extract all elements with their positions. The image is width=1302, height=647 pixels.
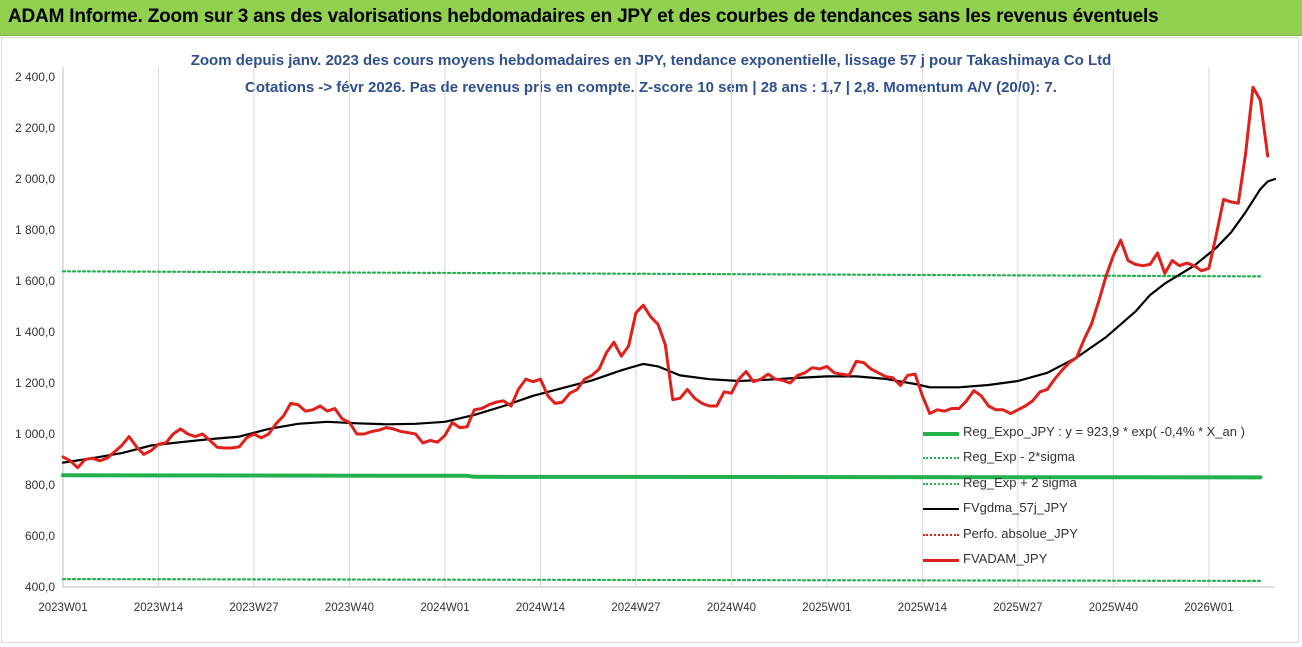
y-tick-label: 1 800,0 [15,223,55,237]
y-tick-label: 1 200,0 [15,376,55,390]
legend-item: FVADAM_JPY [923,551,1223,576]
series-line-1 [61,578,1262,582]
legend-item: Reg_Exp - 2*sigma [923,449,1223,474]
legend-swatch [923,482,959,485]
y-tick-label: 400,0 [25,580,55,594]
legend-swatch [923,533,959,536]
x-tick-label: 2024W40 [707,602,756,614]
legend-swatch [923,508,959,511]
legend-label: Reg_Exp - 2*sigma [963,449,1075,465]
x-tick-label: 2024W14 [516,602,566,614]
series-line-2 [61,270,1262,278]
y-tick-label: 800,0 [25,478,55,492]
series-line-3 [61,177,1277,464]
x-tick-label: 2023W27 [229,602,278,614]
x-tick-label: 2025W01 [802,602,851,614]
series-line-0 [61,473,1263,480]
y-tick-label: 2 000,0 [15,172,55,186]
series-line-5 [61,85,1270,470]
legend-label: Reg_Expo_JPY : y = 923,9 * exp( -0,4% * … [963,424,1245,439]
chart-subtitle: Cotations -> févr 2026. Pas de revenus p… [245,79,1057,96]
legend-label: FVgdma_57j_JPY [963,500,1068,516]
x-tick-label: 2026W01 [1184,602,1233,614]
legend-label: FVADAM_JPY [963,550,1048,566]
x-tick-label: 2024W27 [611,602,660,614]
chart-legend: Reg_Expo_JPY : y = 923,9 * exp( -0,4% * … [923,424,1245,576]
legend-swatch [923,457,959,460]
x-tick-label: 2024W01 [420,602,469,614]
y-tick-label: 2 200,0 [15,121,55,135]
x-tick-label: 2023W01 [38,602,87,614]
report-title: ADAM Informe. Zoom sur 3 ans des valoris… [8,6,1159,27]
x-tick-label: 2025W27 [993,602,1042,614]
chart-frame [1,37,1299,643]
legend-item: FVgdma_57j_JPY [923,500,1223,525]
x-tick-label: 2025W40 [1089,602,1138,614]
y-tick-label: 2 400,0 [15,70,55,84]
legend-label: Perfo. absolue_JPY [963,525,1078,541]
legend-swatch [923,558,959,562]
legend-item: Perfo. absolue_JPY [923,526,1223,551]
x-tick-label: 2023W40 [325,602,374,614]
chart-title: Zoom depuis janv. 2023 des cours moyens … [190,52,1112,69]
legend-swatch [923,432,959,436]
legend-label: Reg_Exp + 2 sigma [963,474,1077,490]
x-tick-label: 2023W14 [134,602,184,614]
y-tick-label: 1 400,0 [15,325,55,339]
y-tick-label: 1 600,0 [15,274,55,288]
report-banner: ADAM Informe. Zoom sur 3 ans des valoris… [0,0,1302,36]
y-tick-label: 1 000,0 [15,427,55,441]
legend-item: Reg_Expo_JPY : y = 923,9 * exp( -0,4% * … [923,424,1245,449]
x-tick-label: 2025W14 [898,602,948,614]
legend-item: Reg_Exp + 2 sigma [923,475,1223,500]
y-tick-label: 600,0 [25,529,55,543]
